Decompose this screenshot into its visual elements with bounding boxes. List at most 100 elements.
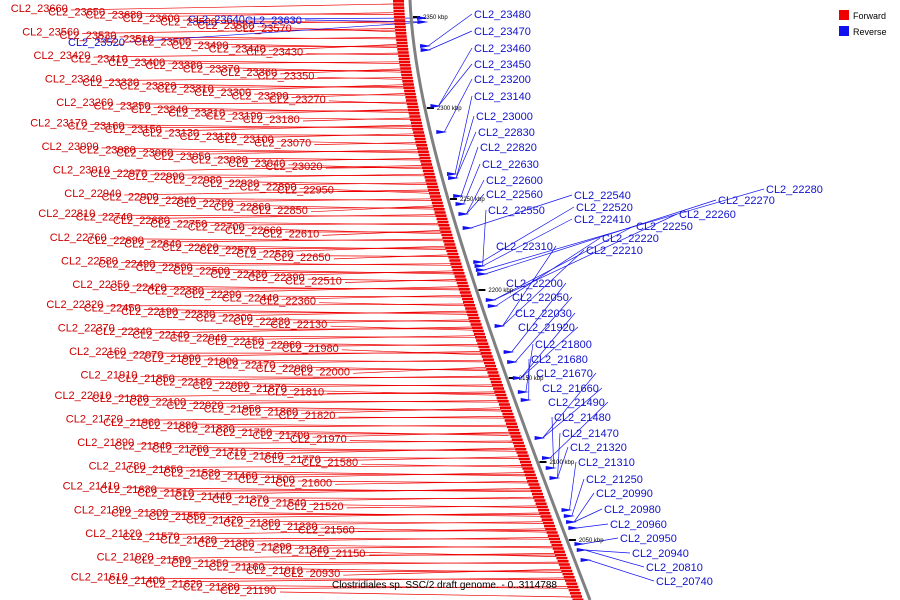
reverse-gene — [545, 466, 557, 470]
scale-tick-label: 2350 kbp — [423, 15, 448, 21]
forward-gene — [510, 435, 522, 438]
forward-leader-line — [106, 303, 465, 307]
forward-gene-label: CL2_22940 — [64, 188, 121, 200]
forward-leader-line — [200, 424, 507, 428]
forward-gene — [522, 467, 534, 470]
forward-gene — [457, 284, 469, 288]
forward-gene — [568, 588, 580, 592]
forward-gene-label: CL2_22760 — [50, 232, 107, 244]
forward-gene — [415, 140, 427, 144]
forward-leader-line — [224, 181, 427, 185]
forward-gene — [393, 0, 404, 3]
forward-leader-line — [207, 286, 459, 293]
reverse-gene — [487, 304, 499, 308]
forward-gene — [535, 502, 547, 505]
forward-leader-line — [125, 416, 504, 421]
forward-leader-line — [289, 389, 497, 396]
reverse-leader-line — [514, 296, 573, 363]
forward-gene-label: CL2_23150 — [105, 124, 162, 136]
forward-gene-label: CL2_22360 — [259, 296, 316, 308]
forward-gene — [465, 307, 477, 310]
forward-leader-line — [164, 124, 412, 132]
forward-gene — [412, 128, 424, 131]
forward-gene-label: CL2_23420 — [34, 50, 91, 62]
forward-gene — [397, 48, 409, 51]
reverse-gene — [475, 268, 487, 272]
forward-gene-label: CL2_22700 — [188, 222, 245, 234]
forward-gene — [481, 355, 493, 358]
forward-gene — [438, 224, 450, 227]
forward-leader-line — [218, 310, 467, 317]
forward-gene — [395, 32, 407, 35]
forward-leader-line — [343, 568, 562, 576]
reverse-gene — [549, 476, 561, 480]
forward-gene-label: CL2_21970 — [290, 434, 347, 446]
forward-gene — [553, 550, 565, 553]
reverse-leader-line — [551, 416, 555, 469]
forward-gene — [402, 83, 414, 86]
forward-gene-label: CL2_21300 — [111, 508, 168, 520]
forward-leader-line — [156, 553, 556, 559]
forward-leader-line — [219, 537, 550, 542]
forward-gene-label: CL2_23050 — [154, 151, 211, 163]
forward-leader-line — [273, 207, 434, 209]
forward-leader-line — [250, 158, 420, 162]
forward-gene-label: CL2_22840 — [139, 195, 196, 207]
reverse-gene — [420, 48, 432, 52]
forward-leader-line — [130, 578, 566, 580]
forward-gene — [393, 6, 405, 9]
forward-gene — [520, 460, 531, 464]
forward-gene-label: CL2_23060 — [116, 148, 173, 160]
forward-leader-line — [194, 43, 398, 48]
forward-leader-line — [270, 270, 454, 277]
reverse-gene-label: CL2_23200 — [474, 74, 531, 86]
forward-leader-line — [109, 238, 444, 242]
forward-gene-label: CL2_22530 — [236, 249, 293, 261]
reverse-gene — [477, 272, 489, 276]
scale-tick-mark — [568, 539, 576, 541]
forward-leader-line — [135, 214, 436, 219]
forward-leader-line — [344, 279, 457, 283]
forward-gene — [524, 473, 536, 477]
forward-leader-line — [166, 351, 481, 357]
forward-leader-line — [280, 68, 401, 75]
forward-gene — [565, 579, 576, 582]
forward-leader-line — [174, 446, 517, 452]
forward-gene-label: CL2_23680 — [86, 10, 143, 22]
reverse-gene — [541, 456, 553, 460]
forward-leader-line — [333, 254, 449, 260]
reverse-leader-line — [427, 13, 473, 47]
reverse-gene-label: CL2_22550 — [488, 205, 545, 217]
forward-gene — [550, 540, 562, 544]
forward-gene — [393, 12, 405, 16]
reverse-leader-line — [493, 213, 678, 301]
forward-gene — [497, 400, 509, 403]
forward-leader-line — [325, 166, 423, 169]
forward-gene — [464, 304, 476, 307]
reverse-leader-line — [127, 21, 426, 43]
forward-gene — [552, 547, 564, 550]
forward-gene-label: CL2_22340 — [95, 326, 152, 338]
forward-gene — [397, 51, 409, 54]
forward-leader-line — [184, 245, 447, 250]
forward-leader-line — [108, 13, 394, 15]
forward-leader-line — [315, 368, 487, 371]
forward-leader-line — [104, 77, 402, 81]
forward-leader-line — [155, 326, 472, 334]
forward-leader-line — [220, 21, 395, 24]
forward-gene — [471, 326, 483, 329]
forward-leader-line — [145, 528, 546, 536]
forward-gene-label: CL2_22690 — [87, 235, 144, 247]
forward-gene-label: CL2_23360 — [220, 67, 277, 79]
forward-gene-label: CL2_23070 — [254, 138, 311, 150]
forward-gene-label: CL2_22430 — [210, 269, 267, 281]
forward-gene-label: CL2_23340 — [45, 74, 102, 86]
forward-gene-label: CL2_21760 — [152, 444, 209, 456]
reverse-gene-label: CL2_21250 — [586, 474, 643, 486]
forward-leader-line — [168, 61, 400, 65]
reverse-gene-label: CL2_21320 — [570, 442, 627, 454]
forward-leader-line — [294, 545, 553, 549]
forward-gene-label: CL2_22150 — [207, 336, 264, 348]
forward-gene — [399, 64, 411, 67]
forward-gene-label: CL2_23570 — [235, 23, 292, 35]
